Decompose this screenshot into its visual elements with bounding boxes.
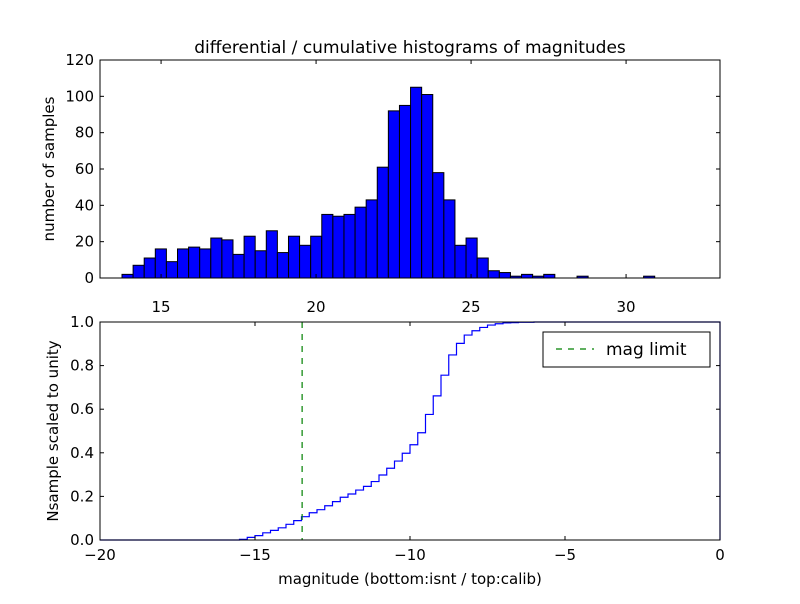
histogram-bar <box>487 270 500 279</box>
histogram-bar <box>410 86 423 279</box>
histogram-bar <box>276 252 289 279</box>
histogram-bar <box>210 237 223 279</box>
histogram-bar <box>254 250 267 279</box>
x-tick-label-top: 30 <box>617 298 636 316</box>
histogram-axes: 0 20 40 60 80 100 120 15 20 25 30 differential / c… <box>40 38 721 316</box>
histogram-bar <box>321 213 334 279</box>
histogram-bar <box>199 248 212 279</box>
cumulative-series-line <box>100 321 721 541</box>
histogram-bar <box>343 213 356 279</box>
x-axis-label: magnitude (bottom:isnt / top:calib) <box>278 570 542 588</box>
x-tick-label-bottom: −15 <box>239 546 271 564</box>
x-tick-label-bottom: −5 <box>554 546 576 564</box>
histogram-bar <box>154 248 167 279</box>
histogram-bar <box>121 273 134 279</box>
histogram-bar <box>232 253 245 279</box>
y-tick-label-top: 40 <box>75 196 94 214</box>
y-axis-label-top: number of samples <box>40 96 58 241</box>
histogram-bar <box>243 235 256 279</box>
legend-label-mag-limit: mag limit <box>606 340 687 360</box>
legend: mag limit <box>542 331 711 368</box>
histogram-bar <box>476 257 489 279</box>
histogram-bar <box>132 264 145 279</box>
histogram-bar <box>287 235 301 279</box>
y-tick-label-bottom: 0.8 <box>70 357 94 375</box>
y-tick-label-top: 20 <box>75 233 94 251</box>
histogram-bar <box>543 273 556 279</box>
histogram-bar <box>443 199 456 279</box>
y-tick-label-bottom: 0.6 <box>70 400 94 418</box>
cumulative-axes: 0.0 0.2 0.4 0.6 0.8 1.0 −20 −15 −10 −5 0 magnitude… <box>44 313 725 588</box>
histogram-bar <box>165 261 178 279</box>
histogram-bar <box>221 239 234 279</box>
histogram-bar <box>143 257 156 279</box>
histogram-bar <box>398 104 412 279</box>
y-tick-label-bottom: 0.2 <box>70 487 94 505</box>
chart-title: differential / cumulative histograms of … <box>194 38 626 58</box>
y-tick-label-bottom: 0.4 <box>70 444 94 462</box>
histogram-bar <box>310 235 323 279</box>
histogram-bars <box>121 86 656 279</box>
bottom-ticks: 0.0 0.2 0.4 0.6 0.8 1.0 −20 −15 −10 −5 0 <box>70 313 725 564</box>
top-ticks: 0 20 40 60 80 100 120 15 20 25 30 <box>65 51 720 316</box>
y-tick-label-top: 80 <box>75 124 94 142</box>
histogram-bar <box>421 94 434 279</box>
x-tick-label-top: 15 <box>152 298 171 316</box>
x-tick-label-top: 25 <box>462 298 481 316</box>
histogram-bar <box>299 244 312 279</box>
y-tick-label-top: 120 <box>65 51 94 69</box>
histogram-bar <box>376 166 389 279</box>
histogram-bar <box>332 215 345 279</box>
histogram-bar <box>365 199 378 279</box>
histogram-bar <box>521 273 534 279</box>
y-tick-label-top: 60 <box>75 160 94 178</box>
histogram-bar <box>432 172 445 279</box>
histogram-bar <box>354 206 367 279</box>
histogram-bar <box>498 272 511 279</box>
x-tick-label-bottom: −20 <box>84 546 116 564</box>
x-tick-label-bottom: −10 <box>394 546 426 564</box>
y-tick-label-top: 0 <box>84 269 94 287</box>
y-tick-label-bottom: 1.0 <box>70 313 94 331</box>
y-axis-label-bottom: Nsample scaled to unity <box>44 340 62 521</box>
histogram-bar <box>465 237 478 279</box>
histogram-bar <box>188 246 201 279</box>
x-tick-label-top: 20 <box>307 298 326 316</box>
y-tick-label-top: 100 <box>65 87 94 105</box>
x-tick-label-bottom: 0 <box>715 546 725 564</box>
histogram-bar <box>387 110 400 279</box>
histogram-bar <box>177 248 190 279</box>
cumulative-line <box>100 321 721 541</box>
histogram-bar <box>454 244 467 279</box>
y-tick-label-bottom: 0.0 <box>70 531 94 549</box>
histogram-bar <box>265 230 278 279</box>
